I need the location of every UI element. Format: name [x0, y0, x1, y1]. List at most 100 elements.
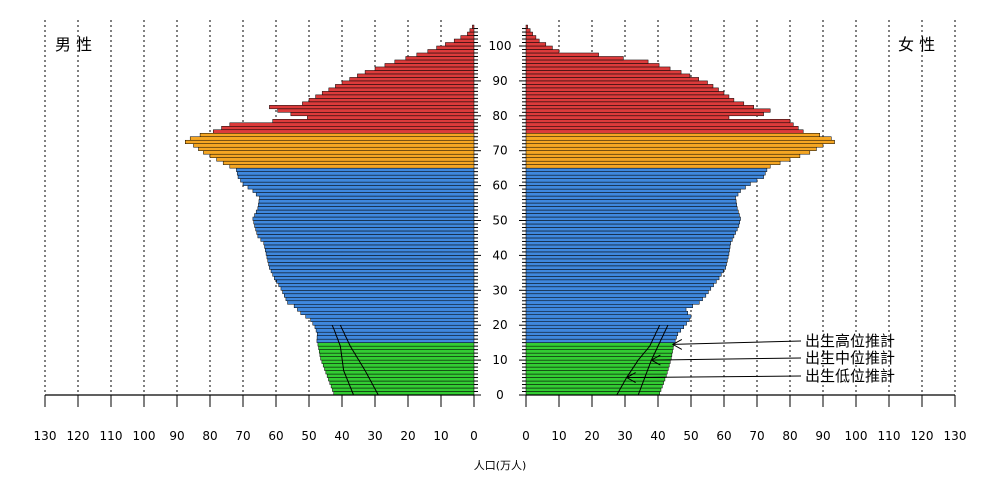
male-bar-age-35: [270, 269, 475, 274]
male-bar-age-103: [467, 31, 475, 36]
male-x-tick-label: 20: [400, 429, 415, 443]
female-bar-age-61: [525, 178, 758, 183]
female-bar-age-78: [525, 119, 791, 124]
female-bar-age-42: [525, 244, 731, 249]
female-bar-age-62: [525, 174, 764, 179]
male-x-tick-label: 110: [100, 429, 123, 443]
female-bar-age-32: [525, 279, 717, 284]
male-bar-age-26: [287, 300, 475, 305]
female-bar-age-34: [525, 272, 722, 277]
female-projection-line-1: [616, 324, 661, 396]
male-bar-age-46: [256, 230, 475, 235]
male-x-tick-label: 30: [367, 429, 382, 443]
male-x-tick-label: 50: [301, 429, 316, 443]
male-bar-age-55: [258, 199, 475, 204]
female-bar-age-66: [525, 160, 781, 165]
female-bar-age-12: [525, 349, 673, 354]
male-bar-age-2: [330, 384, 475, 389]
male-bar-age-81: [277, 108, 475, 113]
female-bar-age-46: [525, 230, 736, 235]
male-bar-age-23: [300, 310, 475, 315]
male-bar-age-12: [318, 349, 475, 354]
female-x-tick-label: 100: [845, 429, 868, 443]
female-bar-age-13: [525, 345, 674, 350]
male-bar-age-40: [265, 251, 475, 256]
x-axis-label: 人口(万人): [474, 459, 527, 472]
male-bar-age-30: [280, 286, 475, 291]
female-x-tick-label: 50: [683, 429, 698, 443]
male-bar-age-98: [427, 49, 475, 54]
age-tick-label: 0: [496, 388, 504, 402]
female-bar-age-57: [525, 192, 739, 197]
male-bar-age-50: [252, 216, 475, 221]
female-bar-age-92: [525, 70, 682, 75]
male-bar-age-78: [272, 119, 475, 124]
female-bar-age-45: [525, 234, 735, 239]
female-bar-age-35: [525, 269, 724, 274]
male-bar-age-71: [193, 143, 475, 148]
female-bar-age-29: [525, 290, 709, 295]
male-bar-age-45: [257, 234, 475, 239]
female-bar-age-88: [525, 84, 714, 89]
age-tick-label: 10: [492, 353, 507, 367]
male-bar-age-33: [274, 276, 475, 281]
male-bar-age-105: [472, 24, 475, 29]
female-bar-age-87: [525, 87, 719, 92]
female-bar-age-73: [525, 136, 832, 141]
male-bar-age-76: [221, 126, 475, 131]
annotation-arrowhead: [650, 354, 661, 366]
female-bar-age-60: [525, 181, 751, 186]
male-x-tick-label: 100: [133, 429, 156, 443]
male-bar-age-93: [374, 66, 475, 71]
female-bar-age-75: [525, 129, 804, 134]
male-bar-age-60: [242, 181, 475, 186]
axis-layer: [44, 28, 956, 407]
female-bar-age-84: [525, 98, 735, 103]
annotation-leader: [672, 340, 802, 345]
female-bar-age-8: [525, 363, 670, 368]
male-bar-age-31: [278, 283, 475, 288]
female-bar-age-85: [525, 94, 730, 99]
female-bar-age-33: [525, 276, 720, 281]
male-label: 男 性: [55, 35, 92, 54]
female-bar-age-77: [525, 122, 794, 127]
male-bar-age-16: [316, 335, 475, 340]
female-bar-age-44: [525, 237, 733, 242]
male-bar-age-83: [302, 101, 475, 106]
male-bar-age-21: [310, 317, 475, 322]
female-bar-age-71: [525, 143, 824, 148]
female-label: 女 性: [898, 35, 935, 54]
male-bar-age-41: [265, 248, 475, 253]
male-bar-age-92: [364, 70, 475, 75]
male-bar-age-66: [222, 160, 475, 165]
female-bar-age-100: [525, 42, 547, 47]
male-bar-age-101: [453, 38, 475, 43]
male-bar-age-22: [305, 314, 475, 319]
female-bar-age-11: [525, 352, 673, 357]
annotation-label: 出生中位推計: [805, 349, 895, 367]
female-bar-age-69: [525, 150, 811, 155]
female-bar-age-68: [525, 153, 801, 158]
male-bar-age-96: [405, 56, 475, 61]
male-x-tick-label: 130: [34, 429, 57, 443]
annotation-arrowhead: [671, 338, 683, 350]
male-bar-age-58: [252, 188, 475, 193]
female-bar-age-70: [525, 146, 817, 151]
male-bar-age-69: [203, 150, 475, 155]
female-bar-age-89: [525, 80, 708, 85]
female-bar-age-56: [525, 195, 736, 200]
female-bar-age-48: [525, 223, 740, 228]
male-projection-line-0: [331, 324, 355, 396]
female-bar-age-20: [525, 321, 687, 326]
female-bar-age-90: [525, 77, 699, 82]
female-bar-age-98: [525, 49, 560, 54]
female-bar-age-95: [525, 59, 649, 64]
male-bar-age-11: [319, 352, 475, 357]
age-tick-label: 20: [492, 318, 507, 332]
male-bar-age-94: [384, 63, 475, 68]
female-bar-age-59: [525, 185, 746, 190]
female-bar-age-76: [525, 126, 799, 131]
male-bar-age-77: [229, 122, 475, 127]
male-bar-age-85: [315, 94, 475, 99]
male-bar-age-29: [282, 290, 475, 295]
